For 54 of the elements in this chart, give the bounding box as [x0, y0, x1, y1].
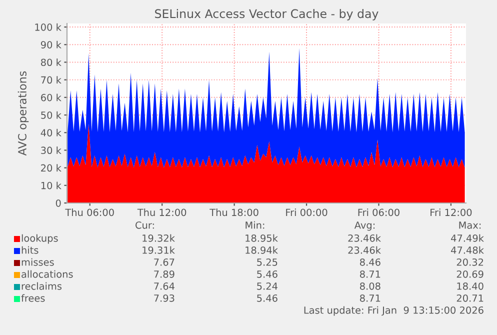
text: 20.71	[456, 294, 484, 302]
y-tick-label: 90 k	[40, 40, 62, 48]
chart-title: SELinux Access Vector Cache - by day	[155, 8, 378, 20]
legend-label: hits	[22, 246, 38, 254]
text: 5.24	[257, 282, 278, 290]
text: 7.93	[154, 294, 174, 302]
text: 5.25	[257, 258, 278, 266]
text: 8.71	[360, 270, 380, 278]
y-tick-label: 100 k	[35, 23, 62, 31]
y-axis-title: AVC operations	[18, 71, 29, 156]
y-tick-label: 60 k	[41, 94, 62, 102]
text: Last update: Fri Jan 9 13:15:00 2026	[304, 306, 484, 316]
text: Avg:	[354, 222, 375, 231]
y-tick-label: 70 k	[41, 76, 62, 84]
y-tick-label: 30 k	[41, 146, 62, 154]
x-tick-label: Thu 18:00	[210, 208, 258, 216]
text: 18.94k	[246, 246, 278, 254]
y-tick-label: 20 k	[41, 164, 62, 172]
text: 20.69	[456, 270, 484, 278]
text: 7.67	[154, 258, 174, 266]
x-tick-label: Fri 00:00	[286, 208, 328, 216]
text: 23.46k	[348, 234, 381, 242]
text: 47.48k	[451, 246, 484, 254]
y-tick-label: 80 k	[41, 58, 62, 66]
text: 18.40	[457, 282, 484, 290]
y-tick-label: 50 k	[41, 111, 62, 119]
text: 19.31k	[142, 246, 175, 254]
text: Cur:	[136, 221, 154, 229]
text: 5.46	[257, 294, 278, 302]
x-tick-label: Thu 12:00	[137, 208, 186, 216]
text: 7.64	[154, 282, 174, 290]
x-tick-label: Fri 06:00	[358, 208, 400, 216]
text: Max:	[459, 222, 481, 229]
y-tick-label: 0	[56, 199, 61, 207]
legend-label: lookups	[22, 234, 58, 244]
x-tick-label: Thu 06:00	[65, 208, 114, 216]
y-tick-label: 10 k	[41, 182, 62, 190]
text: 23.46k	[348, 246, 381, 254]
text: 8.71	[360, 294, 380, 302]
legend-label: allocations	[22, 270, 73, 278]
text: 8.08	[360, 282, 380, 290]
text: 19.32k	[142, 234, 175, 242]
text: 5.46	[257, 270, 278, 278]
legend-label: reclaims	[22, 282, 62, 290]
text: 7.89	[154, 270, 174, 278]
legend-label: frees	[21, 294, 45, 302]
y-tick-label: 40 k	[40, 128, 62, 136]
legend-label: misses	[22, 258, 54, 266]
text: 8.46	[360, 258, 380, 266]
text: 47.49k	[451, 234, 484, 242]
text: Min:	[246, 221, 264, 229]
text: 18.95k	[246, 234, 278, 242]
x-tick-label: Fri 12:00	[430, 208, 472, 216]
text: 20.32	[456, 258, 484, 266]
